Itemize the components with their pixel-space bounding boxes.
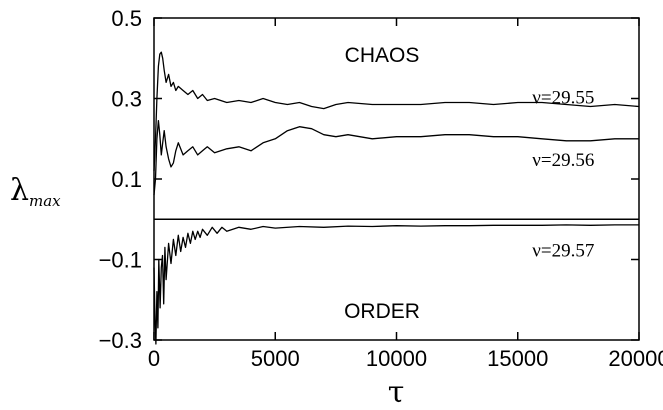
- y-tick-label: 0.3: [111, 87, 142, 112]
- y-tick-label: −0.1: [99, 248, 142, 273]
- x-tick-label: 0: [148, 346, 160, 371]
- y-tick-label: 0.1: [111, 167, 142, 192]
- x-axis-title: τ: [388, 375, 405, 410]
- series-line-2: [153, 119, 639, 196]
- y-axis-title-main: λ: [10, 173, 29, 208]
- series-label-3: ν=29.57: [532, 240, 594, 261]
- chaos-label: CHAOS: [345, 44, 420, 67]
- series-line-3: [153, 224, 639, 345]
- x-tick-label: 5000: [251, 346, 300, 371]
- plot-frame: [153, 17, 640, 341]
- series-line-1: [153, 51, 640, 172]
- y-tick-label: −0.3: [99, 328, 142, 353]
- y-axis-title-sub: max: [29, 192, 61, 210]
- x-tick-label: 10000: [366, 346, 427, 371]
- series-label-1: ν=29.55: [532, 87, 594, 108]
- y-axis-title: λmax: [10, 173, 61, 210]
- series-label-2: ν=29.56: [532, 150, 594, 171]
- y-tick-label: 0.5: [111, 6, 142, 31]
- order-label: ORDER: [344, 300, 420, 323]
- x-tick-label: 15000: [487, 346, 548, 371]
- x-tick-label: 20000: [608, 346, 663, 371]
